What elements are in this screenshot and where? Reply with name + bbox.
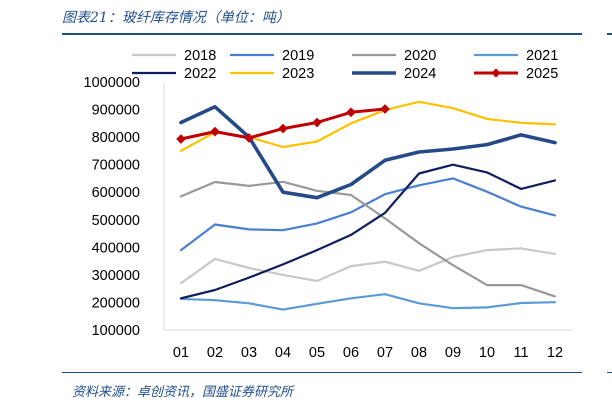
x-tick-label: 10 xyxy=(479,345,495,361)
y-tick-label: 300000 xyxy=(92,268,140,284)
legend-item: 2019 xyxy=(230,48,314,64)
data-point-marker xyxy=(312,117,322,128)
legend-label: 2019 xyxy=(282,48,314,64)
series-2024 xyxy=(179,105,557,200)
y-tick-label: 600000 xyxy=(92,185,140,201)
legend-label: 2018 xyxy=(184,48,216,64)
y-tick-label: 200000 xyxy=(92,295,140,311)
title-rule xyxy=(62,33,582,35)
edge-rule-mark xyxy=(607,33,612,35)
legend-label: 2020 xyxy=(404,48,436,64)
x-tick-label: 02 xyxy=(207,345,223,361)
legend-label: 2021 xyxy=(526,48,558,64)
series-2025 xyxy=(176,104,390,144)
series-line xyxy=(179,163,557,300)
series-line xyxy=(179,247,557,285)
legend-item: 2021 xyxy=(474,48,558,64)
series-2018 xyxy=(179,247,557,285)
x-tick-label: 01 xyxy=(173,345,189,361)
x-tick-labels: 01 02 03 04 05 06 07 08 09 10 11 12 xyxy=(173,345,563,361)
legend: 2018 2019 2020 2021 2022 2023 2024 2025 xyxy=(132,48,558,82)
y-tick-label: 900000 xyxy=(92,103,140,119)
axes xyxy=(163,82,572,331)
data-point-marker xyxy=(278,123,288,134)
legend-item: 2020 xyxy=(352,48,436,64)
x-tick-label: 03 xyxy=(241,345,257,361)
legend-item: 2022 xyxy=(132,66,216,82)
source-rule xyxy=(62,372,582,373)
legend-label: 2024 xyxy=(404,66,436,82)
series-line xyxy=(179,180,557,298)
x-tick-label: 12 xyxy=(547,345,563,361)
x-tick-label: 07 xyxy=(377,345,393,361)
data-point-marker xyxy=(210,126,220,137)
x-tick-label: 04 xyxy=(275,345,291,361)
legend-label: 2022 xyxy=(184,66,216,82)
data-point-marker xyxy=(244,132,254,143)
x-tick-label: 08 xyxy=(411,345,427,361)
data-point-marker xyxy=(346,107,356,118)
legend-label: 2023 xyxy=(282,66,314,82)
series-2020 xyxy=(179,180,557,298)
data-point-marker xyxy=(380,104,390,114)
y-tick-label: 700000 xyxy=(92,158,140,174)
y-tick-label: 100000 xyxy=(92,323,140,339)
legend-item: 2025 xyxy=(474,66,558,82)
series-2019 xyxy=(179,177,557,252)
figure-source: 资料来源：卓创资讯，国盛证券研究所 xyxy=(72,385,294,400)
series xyxy=(176,100,557,311)
series-line xyxy=(179,105,557,200)
y-tick-label: 1000000 xyxy=(84,75,140,91)
y-tick-label: 800000 xyxy=(92,130,140,146)
y-tick-label: 500000 xyxy=(92,213,140,229)
x-tick-label: 11 xyxy=(513,345,528,361)
edge-rule-mark-bottom xyxy=(607,372,612,373)
series-2021 xyxy=(179,293,557,311)
legend-item: 2023 xyxy=(230,66,314,82)
series-line xyxy=(179,177,557,252)
legend-marker xyxy=(491,68,501,78)
legend-item: 2018 xyxy=(132,48,216,64)
legend-item: 2024 xyxy=(352,66,436,82)
series-line xyxy=(179,293,557,311)
figure-title: 图表21：玻纤库存情况（单位：吨） xyxy=(62,10,290,26)
x-tick-label: 09 xyxy=(445,345,461,361)
data-point-marker xyxy=(176,134,186,144)
y-tick-label: 400000 xyxy=(92,240,140,256)
legend-label: 2025 xyxy=(526,66,558,82)
y-tick-labels: 1000000 900000 800000 700000 600000 500000 400… xyxy=(84,75,140,339)
series-2022 xyxy=(179,163,557,300)
x-tick-label: 05 xyxy=(309,345,325,361)
x-tick-label: 06 xyxy=(343,345,359,361)
